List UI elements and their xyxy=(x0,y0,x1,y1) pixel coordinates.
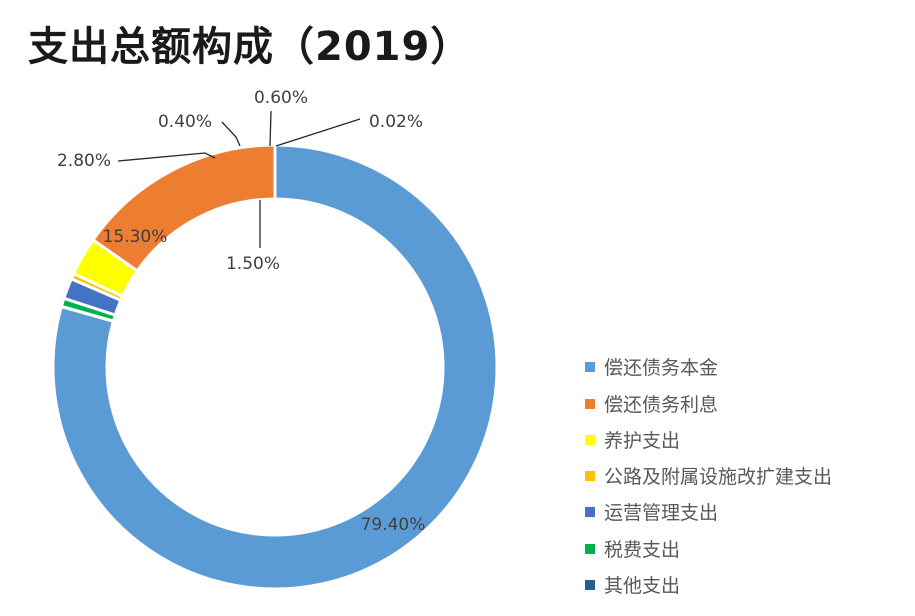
chart-title: 支出总额构成（2019） xyxy=(28,24,472,70)
legend-item: 养护支出 xyxy=(585,426,680,453)
data-label: 0.40% xyxy=(158,112,212,132)
legend-swatch xyxy=(585,506,595,517)
slice-1 xyxy=(90,143,277,273)
leader-line-6 xyxy=(275,118,361,147)
legend-label: 其他支出 xyxy=(604,575,681,597)
leader-line-5 xyxy=(269,110,272,147)
data-label: 15.30% xyxy=(103,227,168,247)
legend-label: 偿还债务利息 xyxy=(604,394,719,416)
legend-label: 运营管理支出 xyxy=(604,502,719,524)
legend-item: 公路及附属设施改扩建支出 xyxy=(585,462,832,489)
data-label: 0.02% xyxy=(369,112,423,132)
legend-label: 公路及附属设施改扩建支出 xyxy=(604,466,833,488)
slice-0 xyxy=(51,143,499,591)
legend-item: 税费支出 xyxy=(585,535,680,562)
legend-swatch xyxy=(585,361,595,372)
legend-item: 偿还债务利息 xyxy=(585,390,718,417)
legend-swatch xyxy=(585,398,595,409)
leader-line-2 xyxy=(117,152,216,162)
legend-label: 税费支出 xyxy=(604,539,681,561)
leader-line-3 xyxy=(221,121,241,147)
data-label: 79.40% xyxy=(361,515,426,535)
legend-label: 偿还债务本金 xyxy=(604,357,719,379)
legend-label: 养护支出 xyxy=(604,430,681,452)
legend-swatch xyxy=(585,470,595,481)
legend-item: 其他支出 xyxy=(585,571,680,598)
data-label: 0.60% xyxy=(254,88,308,108)
legend-swatch xyxy=(585,434,595,445)
legend-swatch xyxy=(585,579,595,590)
legend-swatch xyxy=(585,543,595,554)
legend-item: 运营管理支出 xyxy=(585,498,718,525)
data-label: 1.50% xyxy=(226,254,280,274)
legend-item: 偿还债务本金 xyxy=(585,353,718,380)
data-label: 2.80% xyxy=(57,151,111,171)
